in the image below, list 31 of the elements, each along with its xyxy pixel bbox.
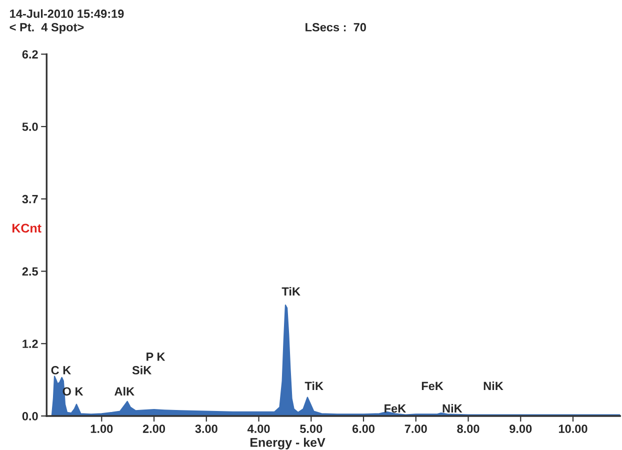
annotation: FeK bbox=[422, 382, 444, 390]
text: < Pt. 4 Spot> bbox=[10, 23, 84, 34]
x-axis-title: Energy - keV bbox=[250, 438, 326, 450]
x-tick-label: 6.00 bbox=[352, 424, 375, 433]
x-tick-label: 3.00 bbox=[195, 424, 218, 433]
text: 14-Jul-2010 15:49:19 bbox=[10, 9, 124, 18]
x-tick-label: 9.00 bbox=[510, 424, 532, 433]
y-tick-label: 2.5 bbox=[22, 267, 38, 276]
y-tick-label: 0.0 bbox=[22, 412, 38, 420]
y-tick-label: 1.2 bbox=[22, 340, 38, 348]
y-tick-label: 3.7 bbox=[22, 194, 38, 204]
annotation: TiK bbox=[304, 381, 324, 390]
x-tick-label: 5.00 bbox=[300, 424, 322, 433]
y-tick-label: 5.0 bbox=[22, 122, 38, 131]
annotation: NiK bbox=[484, 381, 504, 390]
x-tick-label: 10.00 bbox=[558, 424, 588, 433]
annotation: AlK bbox=[114, 386, 134, 396]
annotation: TiK bbox=[282, 286, 300, 296]
x-tick-label: 7.00 bbox=[404, 424, 427, 433]
annotation: FeK bbox=[384, 404, 406, 413]
x-tick-label: 8.00 bbox=[457, 424, 480, 433]
x-tick-label: 1.00 bbox=[90, 424, 113, 433]
annotation: P K bbox=[146, 352, 166, 361]
y-axis-title: KCnt bbox=[12, 224, 42, 233]
y-tick-label: 6.2 bbox=[22, 50, 38, 59]
x-tick-label: 2.00 bbox=[142, 424, 166, 433]
text: LSecs : 70 bbox=[306, 23, 366, 32]
annotation: NiK bbox=[442, 404, 462, 413]
annotation: C K bbox=[51, 366, 72, 374]
x-tick-label: 4.00 bbox=[247, 424, 270, 433]
annotation: SiK bbox=[132, 366, 152, 374]
